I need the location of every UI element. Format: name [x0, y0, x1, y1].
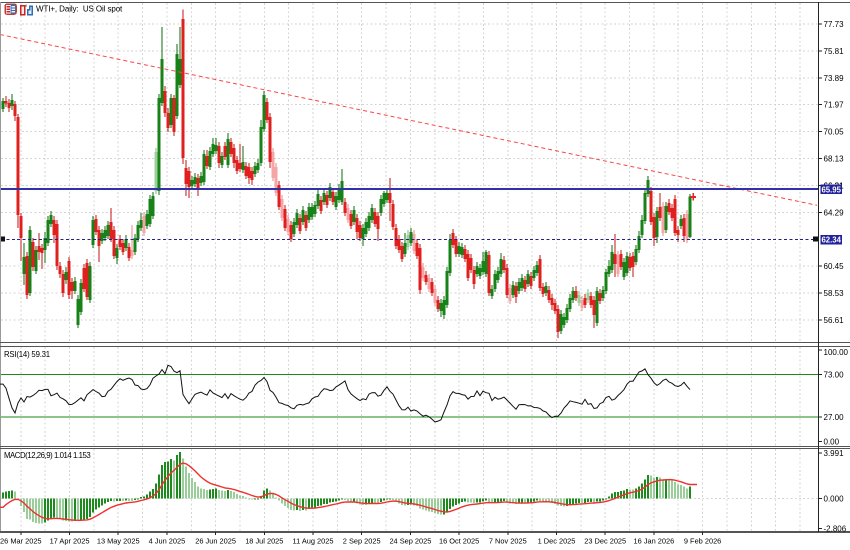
svg-text:56.61: 56.61	[824, 316, 845, 325]
svg-text:17 Apr 2025: 17 Apr 2025	[50, 537, 90, 546]
svg-text:26 Mar 2025: 26 Mar 2025	[0, 537, 42, 546]
svg-text:11 Aug 2025: 11 Aug 2025	[293, 537, 334, 546]
svg-text:13 May 2025: 13 May 2025	[97, 537, 140, 546]
svg-text:70.05: 70.05	[824, 128, 845, 137]
svg-text:MACD(12,26,9) 1.014 1.153: MACD(12,26,9) 1.014 1.153	[4, 451, 90, 460]
svg-text:65.95: 65.95	[821, 185, 841, 194]
svg-text:60.45: 60.45	[824, 262, 845, 271]
svg-text:4 Jun 2025: 4 Jun 2025	[149, 537, 186, 546]
svg-text:100.00: 100.00	[824, 348, 849, 357]
svg-text:77.73: 77.73	[824, 20, 845, 29]
svg-text:27.00: 27.00	[824, 413, 845, 422]
svg-text:23 Dec 2025: 23 Dec 2025	[584, 537, 626, 546]
svg-text:0.000: 0.000	[824, 495, 845, 504]
svg-text:16 Jan 2026: 16 Jan 2026	[634, 537, 675, 546]
svg-text:16 Oct 2025: 16 Oct 2025	[439, 537, 479, 546]
svg-text:62.34: 62.34	[821, 236, 841, 245]
svg-text:58.53: 58.53	[824, 289, 845, 298]
svg-text:64.29: 64.29	[824, 208, 845, 217]
svg-text:9 Feb 2026: 9 Feb 2026	[684, 537, 721, 546]
svg-text:WTI+, Daily: US Oil spot: WTI+, Daily: US Oil spot	[36, 5, 123, 14]
svg-text:71.97: 71.97	[824, 101, 845, 110]
svg-text:73.89: 73.89	[824, 74, 845, 83]
svg-text:RSI(14) 59.31: RSI(14) 59.31	[4, 350, 50, 359]
svg-text:75.81: 75.81	[824, 47, 845, 56]
svg-text:0.00: 0.00	[824, 438, 840, 447]
svg-text:24 Sep 2025: 24 Sep 2025	[389, 537, 431, 546]
svg-text:2 Sep 2025: 2 Sep 2025	[343, 537, 381, 546]
svg-text:68.13: 68.13	[824, 155, 845, 164]
svg-text:26 Jun 2025: 26 Jun 2025	[195, 537, 236, 546]
svg-text:7 Nov 2025: 7 Nov 2025	[489, 537, 527, 546]
svg-text:18 Jul 2025: 18 Jul 2025	[245, 537, 283, 546]
svg-text:3.991: 3.991	[824, 449, 845, 458]
svg-text:1 Dec 2025: 1 Dec 2025	[538, 537, 576, 546]
svg-text:-2.806: -2.806	[824, 525, 847, 534]
svg-text:73.00: 73.00	[824, 371, 845, 380]
